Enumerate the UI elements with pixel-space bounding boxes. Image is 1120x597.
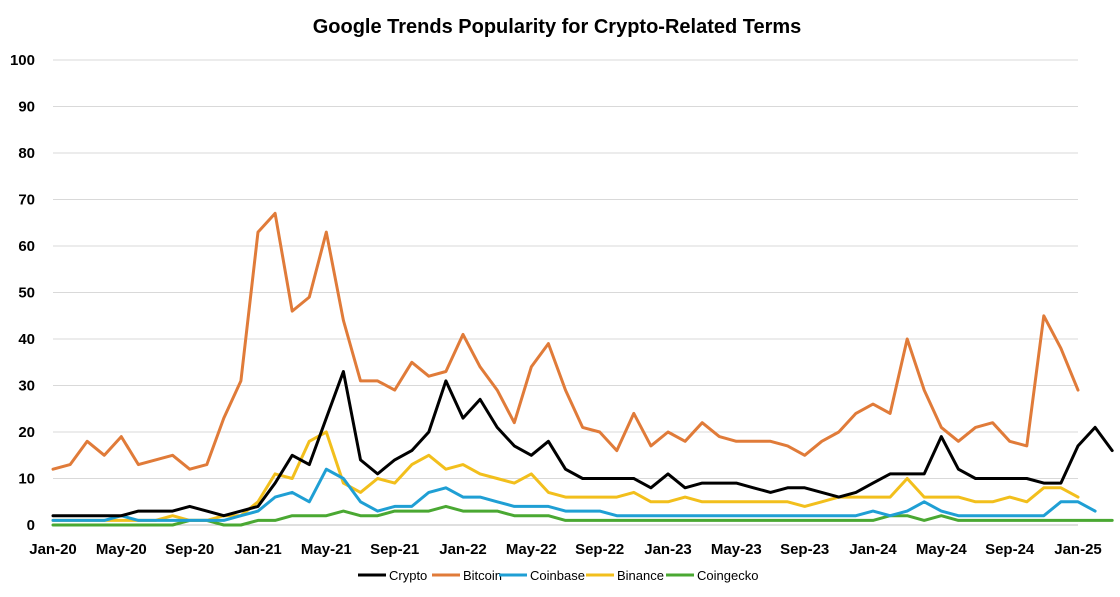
y-tick-label: 90: [18, 99, 35, 116]
chart-title: Google Trends Popularity for Crypto-Rela…: [312, 16, 802, 38]
x-tick-label: Jan-21: [234, 541, 282, 558]
y-tick-label: 60: [18, 238, 35, 255]
x-tick-label: Sep-21: [370, 541, 419, 558]
series-line-binance: [51, 430, 1080, 522]
legend-label: Coinbase: [530, 568, 585, 583]
y-tick-label: 80: [18, 145, 35, 162]
x-tick-label: May-23: [711, 541, 762, 558]
series-lines: [51, 211, 1114, 527]
x-tick-label: May-22: [506, 541, 557, 558]
x-tick-label: Jan-24: [849, 541, 897, 558]
series-line-coinbase: [51, 467, 1097, 522]
legend-item-crypto: Crypto: [358, 568, 427, 583]
legend-label: Bitcoin: [463, 568, 502, 583]
x-tick-label: Jan-23: [644, 541, 692, 558]
series-line-crypto: [51, 370, 1114, 518]
x-tick-label: May-21: [301, 541, 352, 558]
legend-label: Binance: [617, 568, 664, 583]
legend-item-binance: Binance: [586, 568, 664, 583]
x-axis: Jan-20 May-20 Sep-20 Jan-21 May-21 Sep-21 Jan-…: [29, 524, 1102, 558]
x-tick-label: Sep-23: [780, 541, 829, 558]
x-tick-label: May-24: [916, 541, 968, 558]
y-tick-label: 20: [18, 424, 35, 441]
legend-item-bitcoin: Bitcoin: [432, 568, 502, 583]
series-line-coingecko: [51, 504, 1114, 527]
legend-label: Coingecko: [697, 568, 758, 583]
x-tick-label: Sep-20: [165, 541, 214, 558]
x-tick-label: Jan-20: [29, 541, 77, 558]
legend-item-coinbase: Coinbase: [499, 568, 585, 583]
y-tick-label: 30: [18, 378, 35, 395]
y-tick-label: 50: [18, 285, 35, 302]
legend: Crypto Bitcoin Coinbase Binance Coingecko: [358, 568, 758, 583]
x-tick-label: Sep-22: [575, 541, 624, 558]
y-tick-label: 0: [27, 517, 35, 534]
y-axis: 0 10 20 30 40 50 60 70 80 90 100: [10, 52, 35, 534]
y-tick-label: 100: [10, 52, 35, 69]
x-tick-label: May-20: [96, 541, 147, 558]
x-tick-label: Jan-25: [1054, 541, 1102, 558]
series-line-bitcoin: [51, 211, 1080, 471]
y-tick-label: 40: [18, 331, 35, 348]
y-tick-label: 10: [18, 471, 35, 488]
gridlines: [53, 59, 1078, 479]
legend-label: Crypto: [389, 568, 427, 583]
x-tick-label: Jan-22: [439, 541, 487, 558]
x-tick-label: Sep-24: [985, 541, 1035, 558]
y-tick-label: 70: [18, 192, 35, 209]
legend-item-coingecko: Coingecko: [666, 568, 758, 583]
